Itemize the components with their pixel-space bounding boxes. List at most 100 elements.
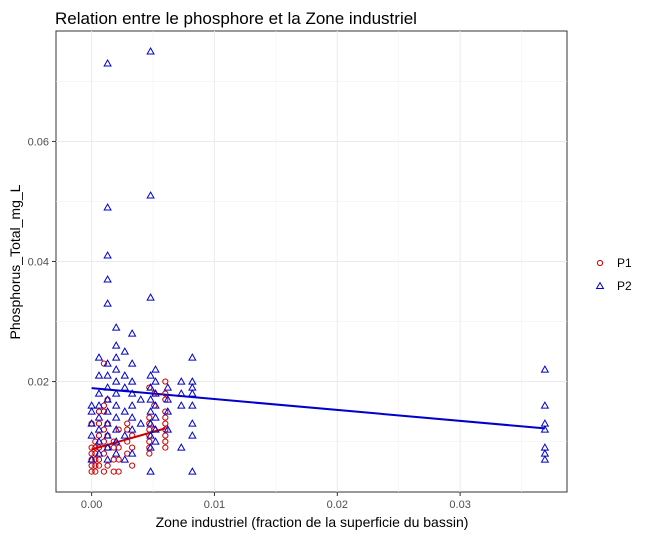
data-point-p2 xyxy=(94,371,104,379)
data-point-p2 xyxy=(163,395,173,403)
data-point-p1 xyxy=(129,462,136,469)
data-point-p2 xyxy=(127,401,137,409)
data-point-p2 xyxy=(120,347,130,355)
data-point-p1 xyxy=(92,468,99,475)
data-point-p2 xyxy=(87,419,96,427)
data-point-p1 xyxy=(88,444,95,451)
data-point-p2 xyxy=(127,359,137,367)
data-point-p1 xyxy=(100,468,108,475)
data-point-p2 xyxy=(540,419,550,427)
data-point-p2 xyxy=(103,383,112,391)
data-point-p2 xyxy=(103,203,112,211)
grid-lines xyxy=(56,31,567,492)
data-point-p2 xyxy=(177,443,186,451)
data-point-p2 xyxy=(120,371,130,379)
data-point-p2 xyxy=(146,191,155,199)
data-point-p1 xyxy=(88,462,95,469)
data-point-p2 xyxy=(111,449,121,457)
data-point-p1 xyxy=(162,414,169,421)
data-point-p1 xyxy=(146,438,153,445)
data-point-p2 xyxy=(146,407,155,415)
data-point-p2 xyxy=(188,401,197,409)
data-point-p1 xyxy=(162,420,169,427)
data-point-p1 xyxy=(162,432,169,439)
data-point-p1 xyxy=(92,444,99,451)
data-point-p1 xyxy=(162,378,169,385)
data-point-p2 xyxy=(103,443,112,451)
data-point-p2 xyxy=(87,407,96,415)
data-point-p2 xyxy=(103,371,112,379)
data-point-p2 xyxy=(103,299,112,307)
data-point-p1 xyxy=(146,414,153,421)
data-point-p2 xyxy=(146,47,155,55)
data-points xyxy=(87,47,550,475)
data-point-p2 xyxy=(146,443,155,451)
data-point-p2 xyxy=(111,323,121,331)
data-point-p1 xyxy=(104,462,111,469)
data-point-p2 xyxy=(127,329,137,337)
data-point-p2 xyxy=(120,431,130,439)
data-point-p2 xyxy=(163,383,173,391)
y-tick-label: 0.04 xyxy=(28,257,49,269)
data-point-p2 xyxy=(151,437,160,445)
data-point-p2 xyxy=(151,389,160,397)
data-point-p2 xyxy=(151,401,160,409)
data-point-p2 xyxy=(177,389,186,397)
data-point-p2 xyxy=(177,401,186,409)
data-point-p2 xyxy=(103,419,112,427)
series-p2-points xyxy=(87,47,550,475)
data-point-p2 xyxy=(188,383,197,391)
x-axis-title: Zone industriel (fraction de la superfic… xyxy=(156,514,469,530)
data-point-p2 xyxy=(111,437,121,445)
data-point-p2 xyxy=(146,395,155,403)
data-point-p2 xyxy=(540,449,550,457)
data-point-p2 xyxy=(127,377,137,385)
legend-key-p1 xyxy=(596,259,604,267)
data-point-p2 xyxy=(136,419,146,427)
x-tick-label: 0.01 xyxy=(204,499,225,511)
data-point-p2 xyxy=(163,407,173,415)
data-point-p2 xyxy=(111,341,121,349)
data-point-p2 xyxy=(127,449,137,457)
data-point-p2 xyxy=(87,431,96,439)
data-point-p1 xyxy=(124,420,131,427)
data-point-p2 xyxy=(120,407,130,415)
data-point-p2 xyxy=(540,425,550,433)
data-point-p2 xyxy=(94,353,104,361)
data-point-p2 xyxy=(146,293,155,301)
data-point-p2 xyxy=(127,413,137,421)
data-point-p2 xyxy=(540,365,550,373)
data-point-p2 xyxy=(540,443,550,451)
data-point-p1 xyxy=(115,468,122,475)
data-point-p2 xyxy=(111,401,121,409)
data-point-p2 xyxy=(103,395,112,403)
data-point-p2 xyxy=(103,455,112,463)
data-point-p2 xyxy=(103,59,112,67)
data-point-p1 xyxy=(162,438,169,445)
chart-title: Relation entre le phosphore et la Zone i… xyxy=(55,9,417,28)
data-point-p1 xyxy=(95,462,103,469)
legend-item-p2: P2 xyxy=(595,279,632,293)
data-point-p2 xyxy=(87,455,96,463)
x-tick-label: 0.02 xyxy=(327,499,348,511)
data-point-p2 xyxy=(188,467,197,475)
legend-label: P1 xyxy=(617,256,632,270)
data-point-p2 xyxy=(151,425,160,433)
data-point-p2 xyxy=(188,377,197,385)
data-point-p2 xyxy=(146,431,155,439)
data-point-p1 xyxy=(162,390,169,397)
data-point-p1 xyxy=(124,438,131,445)
data-point-p1 xyxy=(95,456,103,463)
data-point-p2 xyxy=(87,401,96,409)
data-point-p2 xyxy=(151,365,160,373)
data-point-p2 xyxy=(103,407,112,415)
data-point-p2 xyxy=(94,389,104,397)
data-point-p2 xyxy=(94,413,104,421)
data-point-p2 xyxy=(146,467,155,475)
legend-key-p2 xyxy=(595,281,605,290)
data-point-p2 xyxy=(120,455,130,463)
data-point-p1 xyxy=(146,450,153,457)
data-point-p2 xyxy=(188,389,197,397)
data-point-p2 xyxy=(188,353,197,361)
data-point-p2 xyxy=(111,389,121,397)
